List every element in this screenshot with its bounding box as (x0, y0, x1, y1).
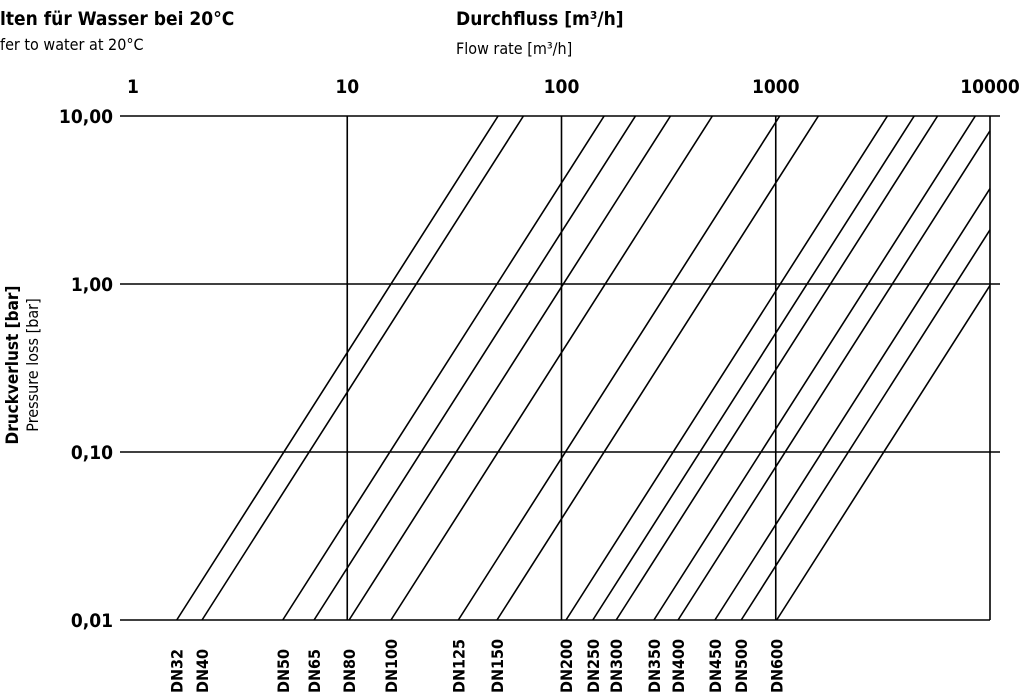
x-tick-label: 1000 (752, 76, 800, 98)
x-tick-label: 100 (544, 76, 580, 98)
series-label-dn32: DN32 (168, 649, 187, 693)
series-lines (176, 115, 991, 621)
series-line-dn400 (677, 130, 991, 621)
series-label-dn350: DN350 (645, 639, 664, 693)
series-label-dn200: DN200 (557, 639, 576, 693)
series-label-dn40: DN40 (193, 649, 212, 693)
y-axis-label-en: Pressure loss [bar] (23, 298, 42, 431)
series-line-dn100 (390, 115, 714, 621)
series-line-dn350 (653, 115, 976, 621)
series-label-dn50: DN50 (274, 649, 293, 693)
y-tick-label: 1,00 (71, 274, 113, 296)
x-tick-label: 10000 (960, 76, 1020, 98)
series-line-dn32 (176, 115, 499, 621)
series-line-dn65 (313, 115, 637, 621)
series-line-dn500 (740, 229, 991, 621)
series-label-dn80: DN80 (340, 649, 359, 693)
series-label-dn65: DN65 (305, 649, 324, 693)
series-line-dn40 (201, 115, 525, 621)
y-tick-label: 0,10 (71, 442, 113, 464)
x-axis-label-en: Flow rate [m³/h] (456, 39, 572, 58)
y-tick-label: 0,01 (71, 610, 113, 632)
series-label-dn100: DN100 (382, 639, 401, 693)
x-axis-label-de: Durchfluss [m³/h] (456, 8, 624, 30)
y-tick-label: 10,00 (59, 106, 113, 128)
x-tick-label: 10 (335, 76, 359, 98)
x-tick-label: 1 (127, 76, 139, 98)
series-label-dn125: DN125 (449, 639, 468, 693)
series-line-dn600 (776, 285, 991, 621)
series-line-dn250 (592, 115, 915, 621)
series-line-dn125 (457, 115, 781, 621)
y-axis-label-de: Druckverlust [bar] (3, 286, 23, 445)
chart-title-en: fer to water at 20°C (0, 35, 144, 54)
grid (120, 115, 1000, 621)
chart-title-de: lten für Wasser bei 20°C (0, 8, 234, 30)
series-label-dn300: DN300 (607, 639, 626, 693)
series-line-dn80 (348, 115, 672, 621)
series-line-dn150 (496, 115, 820, 621)
series-labels: DN32 DN40 DN50 DN65 DN80 DN100 DN125 DN150 DN200… (168, 639, 787, 693)
series-label-dn600: DN600 (768, 639, 787, 693)
series-line-dn450 (714, 188, 991, 621)
series-line-dn300 (615, 115, 939, 621)
series-label-dn500: DN500 (732, 639, 751, 693)
series-label-dn150: DN150 (488, 639, 507, 693)
tick-labels: 1 10 100 1000 10000 10,00 1,00 0,10 0,01 (59, 76, 1020, 632)
series-label-dn250: DN250 (584, 639, 603, 693)
series-line-dn50 (282, 115, 605, 621)
series-label-dn450: DN450 (706, 639, 725, 693)
series-line-dn200 (565, 115, 889, 621)
series-label-dn400: DN400 (669, 639, 688, 693)
